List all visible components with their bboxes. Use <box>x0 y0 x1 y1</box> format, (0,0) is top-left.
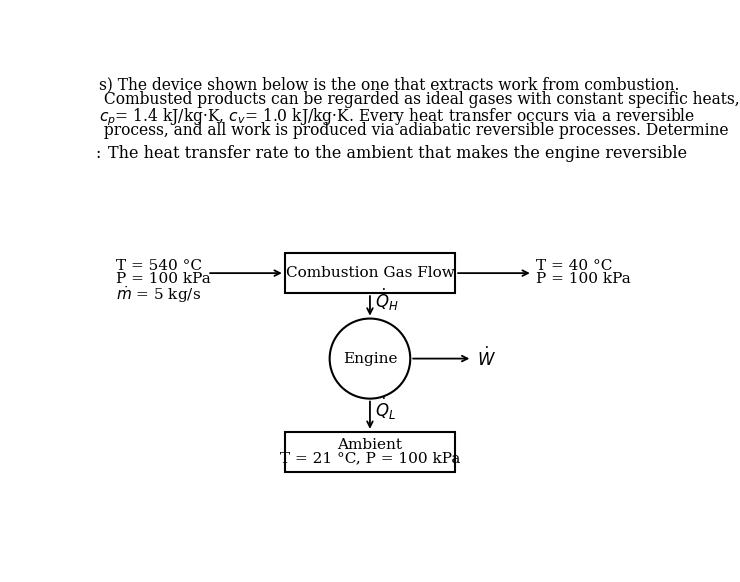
Text: Combusted products can be regarded as ideal gases with constant specific heats,: Combusted products can be regarded as id… <box>98 91 739 108</box>
Text: Engine: Engine <box>343 352 397 365</box>
Text: $\dot{m}$ = 5 kg/s: $\dot{m}$ = 5 kg/s <box>115 284 201 305</box>
Text: The heat transfer rate to the ambient that makes the engine reversible: The heat transfer rate to the ambient th… <box>108 146 687 162</box>
Ellipse shape <box>329 318 410 399</box>
Text: s) The device shown below is the one that extracts work from combustion.: s) The device shown below is the one tha… <box>98 76 679 93</box>
Text: T = 40 °C: T = 40 °C <box>536 259 612 274</box>
Text: $c_p$= 1.4 kJ/kg·K, $c_v$= 1.0 kJ/kg·K. Every heat transfer occurs via a reversi: $c_p$= 1.4 kJ/kg·K, $c_v$= 1.0 kJ/kg·K. … <box>98 107 695 129</box>
FancyBboxPatch shape <box>285 432 455 472</box>
Text: $\dot{Q}_H$: $\dot{Q}_H$ <box>374 286 398 313</box>
Text: $\dot{Q}_L$: $\dot{Q}_L$ <box>374 396 396 422</box>
Text: P = 100 kPa: P = 100 kPa <box>536 272 630 286</box>
Text: Combustion Gas Flow: Combustion Gas Flow <box>286 266 454 280</box>
Text: Ambient: Ambient <box>337 438 403 452</box>
Text: process, and all work is produced via adiabatic reversible processes. Determine: process, and all work is produced via ad… <box>98 122 728 139</box>
Text: $\dot{W}$: $\dot{W}$ <box>477 347 496 370</box>
Text: :: : <box>95 146 101 162</box>
Text: T = 21 °C, P = 100 kPa: T = 21 °C, P = 100 kPa <box>280 452 460 466</box>
Text: P = 100 kPa: P = 100 kPa <box>115 272 210 286</box>
Text: T = 540 °C: T = 540 °C <box>115 259 202 274</box>
FancyBboxPatch shape <box>285 253 455 293</box>
